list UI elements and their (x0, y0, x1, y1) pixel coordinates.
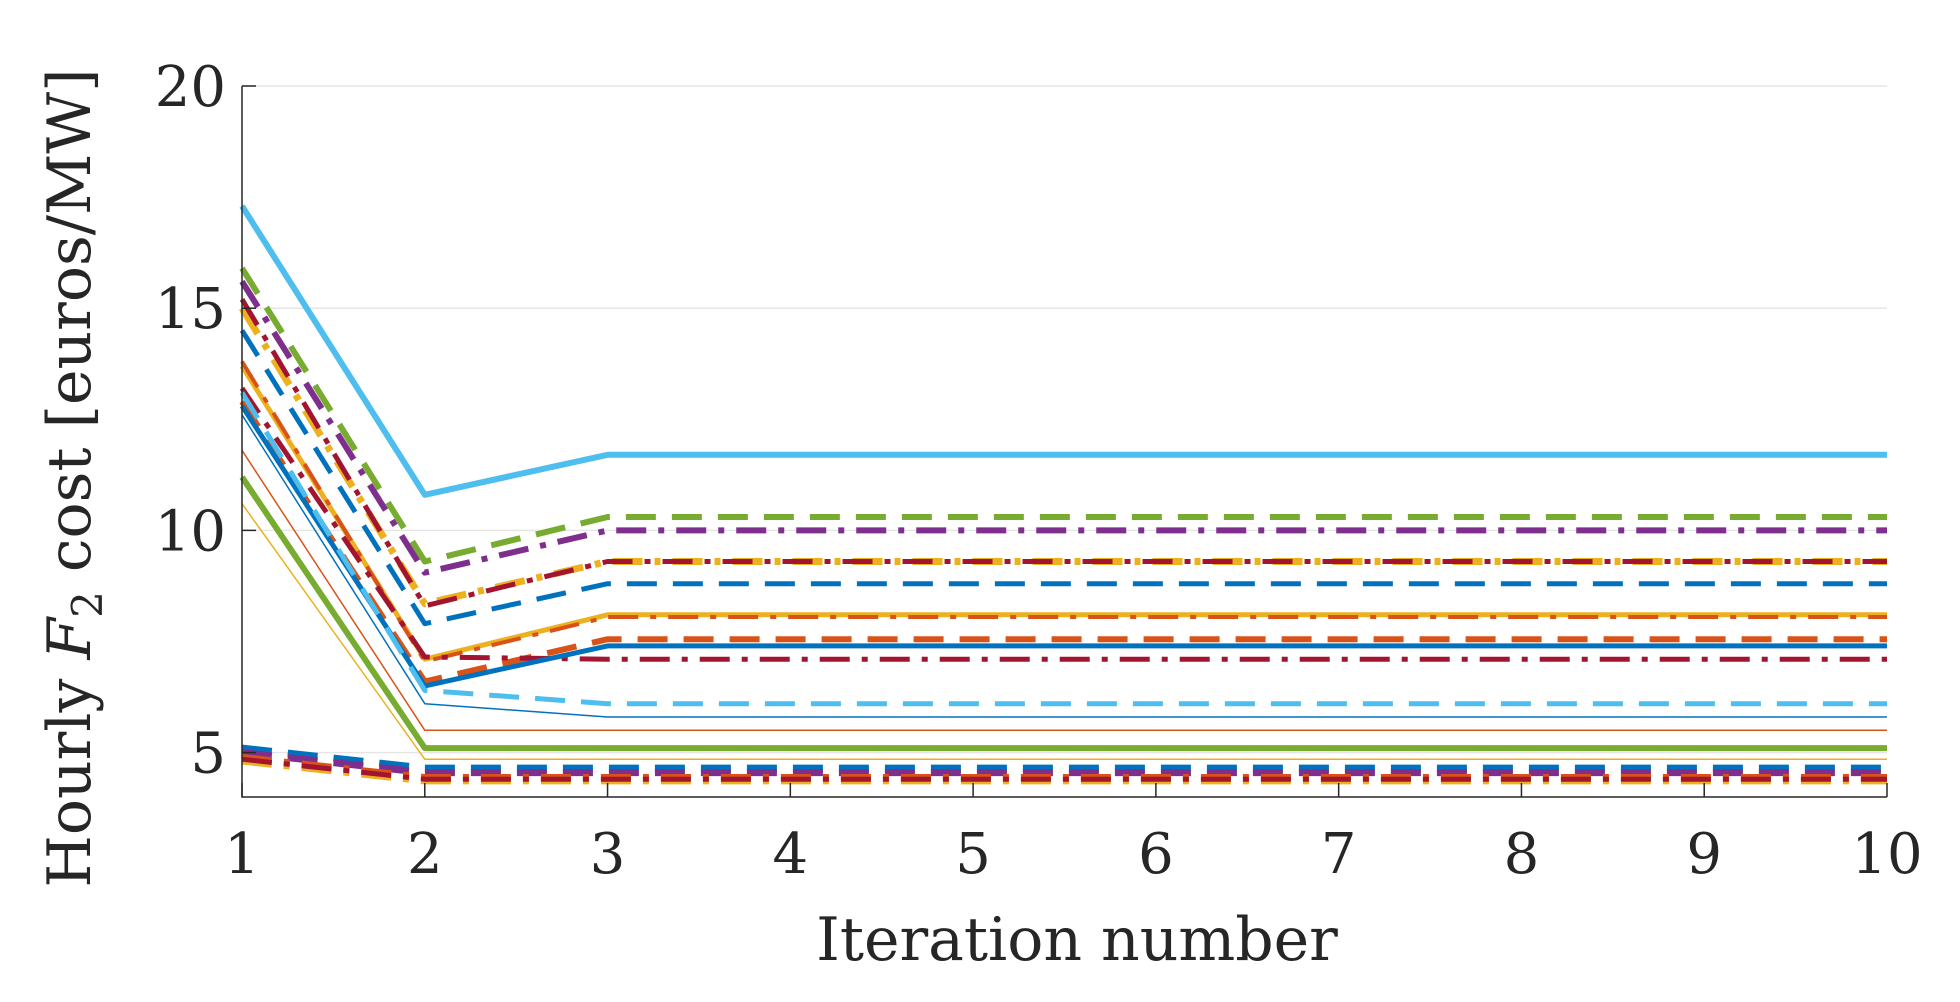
series-line-9 (239, 399, 1887, 685)
x-tick-label-6: 6 (1138, 822, 1174, 887)
series-line-4 (239, 306, 1887, 608)
y-tick-label-10: 10 (155, 499, 226, 564)
x-tick-label-10: 10 (1851, 822, 1922, 887)
series-line-3 (239, 279, 1887, 576)
series-lines (239, 204, 1887, 785)
y-axis-label-prefix: Hourly (35, 660, 105, 888)
x-tick-label-1: 1 (224, 822, 260, 887)
series-line-6 (239, 329, 1887, 627)
x-tick-label-8: 8 (1504, 822, 1540, 887)
series-line-13 (241, 414, 1887, 718)
series-line-8 (240, 360, 1887, 664)
series-line-15 (239, 475, 1887, 752)
series-line-2 (239, 266, 1887, 565)
series-line-1 (239, 204, 1887, 498)
grid-lines (242, 85, 1887, 754)
x-axis-label: Iteration number (816, 905, 1338, 975)
x-tick-label-2: 2 (407, 822, 443, 887)
series-line-14 (241, 449, 1887, 732)
series-line-18 (241, 749, 1887, 777)
y-axis-label-subscript: 2 (63, 591, 112, 618)
y-tick-label-5: 5 (190, 722, 226, 787)
series-line-12 (239, 391, 1887, 707)
x-tick-label-3: 3 (590, 822, 626, 887)
y-tick-label-15: 15 (155, 277, 226, 342)
y-axis-label-variable: F (35, 616, 105, 661)
x-tick-label-5: 5 (955, 822, 991, 887)
x-tick-label-7: 7 (1321, 822, 1357, 887)
tick-labels: 1 2 3 4 5 6 7 8 9 10 5 10 15 20 (155, 55, 1923, 887)
x-tick-label-9: 9 (1686, 822, 1722, 887)
y-tick-label-20: 20 (155, 55, 226, 120)
series-line-21 (241, 756, 1887, 782)
axes (241, 85, 1888, 798)
series-line-7 (239, 364, 1887, 662)
x-tick-label-4: 4 (773, 822, 809, 887)
y-axis-label-suffix: cost [euros/MW] (35, 69, 105, 592)
series-line-16 (241, 503, 1887, 760)
series-line-11 (239, 404, 1887, 689)
axis-box (241, 86, 1887, 798)
series-line-10 (239, 386, 1887, 662)
y-axis-label: Hourly F2 cost [euros/MW] (35, 69, 112, 888)
